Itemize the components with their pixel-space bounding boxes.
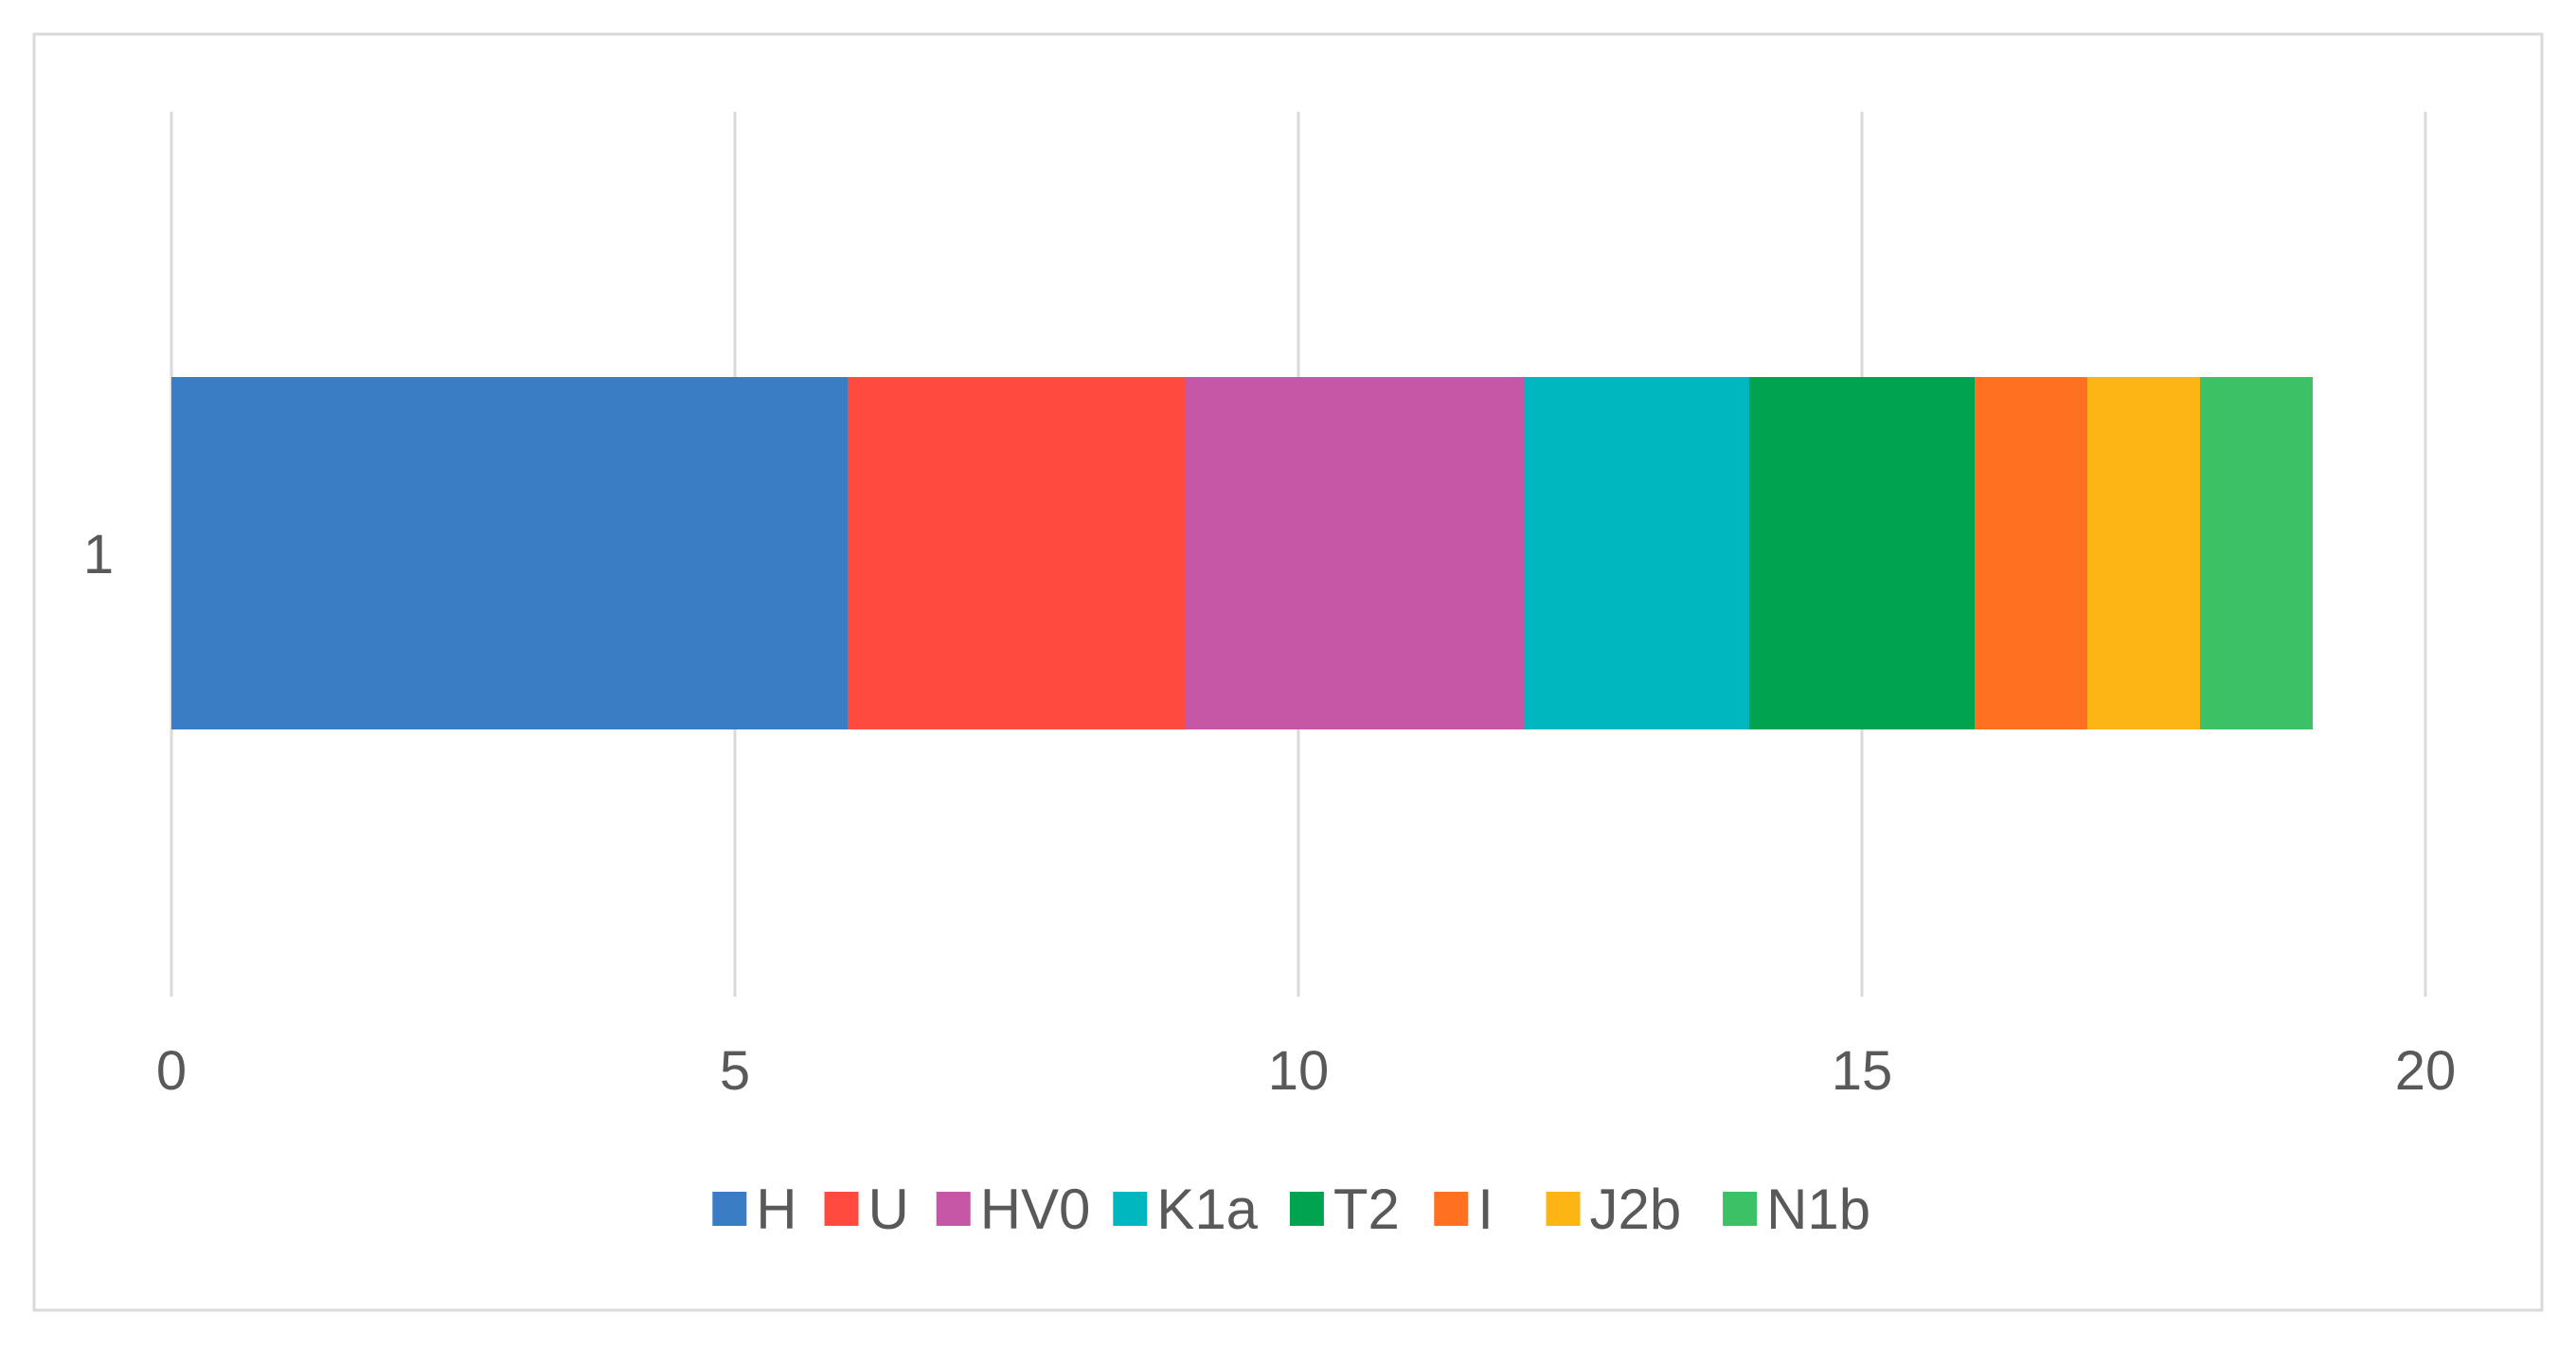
- legend-label: K1a: [1156, 1178, 1258, 1241]
- legend-item-i: I: [1434, 1178, 1494, 1241]
- bar-i: [1975, 377, 2087, 729]
- legend-swatch: [1434, 1192, 1469, 1226]
- bar-n1b: [2200, 377, 2313, 729]
- legend-label: N1b: [1766, 1178, 1870, 1241]
- legend-item-k1a: K1a: [1113, 1178, 1259, 1241]
- legend-item-t2: T2: [1289, 1178, 1400, 1241]
- x-tick-label: 5: [720, 1040, 750, 1102]
- category-labels: 1: [83, 524, 114, 585]
- bar-k1a: [1524, 377, 1749, 729]
- bars: [171, 377, 2313, 729]
- legend-swatch: [712, 1192, 747, 1226]
- x-tick-label: 15: [1832, 1040, 1893, 1102]
- legend-item-hv0: HV0: [936, 1178, 1091, 1241]
- legend-swatch: [1113, 1192, 1148, 1226]
- bar-t2: [1749, 377, 1975, 729]
- x-tick-label: 0: [156, 1040, 187, 1102]
- legend-item-u: U: [824, 1178, 909, 1241]
- legend-swatch: [1289, 1192, 1324, 1226]
- legend-swatch: [936, 1192, 971, 1226]
- x-tick-label: 10: [1268, 1040, 1330, 1102]
- legend-label: H: [756, 1178, 796, 1241]
- bar-hv0: [1186, 377, 1524, 729]
- legend-swatch: [824, 1192, 859, 1226]
- category-label: 1: [83, 524, 114, 585]
- x-tick-label: 20: [2395, 1040, 2457, 1102]
- legend-label: HV0: [980, 1178, 1091, 1241]
- bar-j2b: [2087, 377, 2200, 729]
- legend-item-n1b: N1b: [1723, 1178, 1870, 1241]
- legend: H U HV0 K1a T2 I J2b N1b: [712, 1178, 1870, 1241]
- legend-label: I: [1477, 1178, 1494, 1241]
- legend-swatch: [1723, 1192, 1758, 1226]
- legend-label: U: [868, 1178, 909, 1241]
- legend-swatch: [1546, 1192, 1581, 1226]
- legend-label: T2: [1333, 1178, 1400, 1241]
- legend-item-h: H: [712, 1178, 797, 1241]
- tick-labels: 0 5 10 15 20: [156, 1040, 2456, 1102]
- legend-item-j2b: J2b: [1546, 1178, 1682, 1241]
- bar-h: [171, 377, 848, 729]
- legend-label: J2b: [1590, 1178, 1682, 1241]
- bar-u: [848, 377, 1186, 729]
